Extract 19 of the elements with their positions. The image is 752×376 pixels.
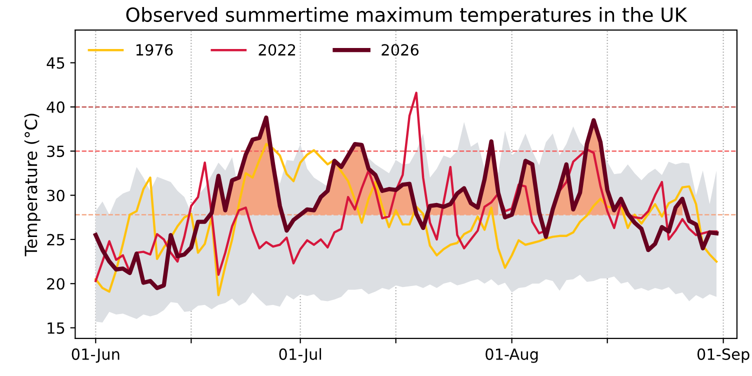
line-series <box>94 115 719 290</box>
y-axis-title: Temperature (°C) <box>24 114 40 256</box>
y-tick-label: 15 <box>48 322 64 334</box>
x-tick-label: 01-Aug <box>486 348 538 363</box>
y-tick-label: 40 <box>46 101 64 113</box>
x-tick-label: 01-Sep <box>697 348 750 363</box>
y-tick-label: 45 <box>46 57 64 69</box>
chart-title: Observed summertime maximum temperatures in the UK <box>126 6 688 26</box>
y-tick-label: 20 <box>47 278 64 290</box>
x-tick-label: 01-Jun <box>72 348 120 363</box>
line-series <box>94 92 718 282</box>
y-tick-label: 25 <box>47 234 64 246</box>
y-tick-label: 35 <box>47 146 64 158</box>
y-tick-label: 30 <box>47 190 64 202</box>
legend-label: 2022 <box>258 44 296 56</box>
legend-label: 1976 <box>136 44 173 56</box>
legend-label: 2026 <box>382 44 419 56</box>
line-series <box>94 142 718 296</box>
x-tick-label: 01-Jul <box>279 348 322 363</box>
